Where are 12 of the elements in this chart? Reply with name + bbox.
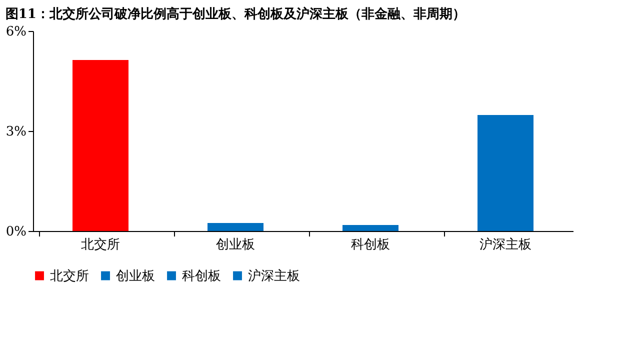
chart-title: 图11：北交所公司破净比例高于创业板、科创板及沪深主板（非金融、非周期） [5,6,466,22]
y-tick-label: 3% [6,124,26,140]
x-tick-label: 沪深主板 [480,236,532,252]
y-tick-label: 0% [6,224,26,240]
legend-label: 科创板 [182,268,221,284]
legend-label: 北交所 [50,268,89,284]
y-tick-label: 6% [6,24,26,40]
x-tick-label: 创业板 [216,238,255,252]
legend-label: 沪深主板 [248,268,300,284]
x-tick-label: 北交所 [81,236,120,252]
legend-label: 创业板 [116,268,155,284]
x-tick-label: 科创板 [351,238,390,252]
